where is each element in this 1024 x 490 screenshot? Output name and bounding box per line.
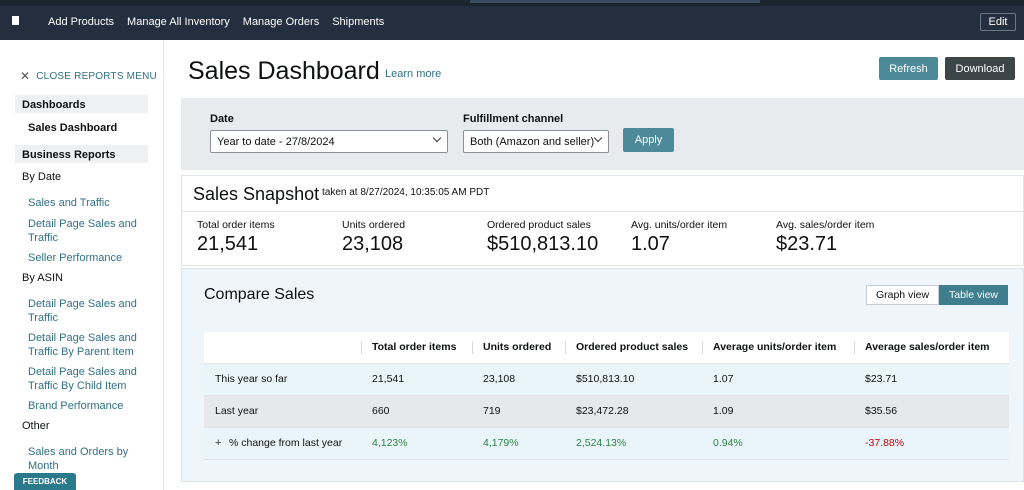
feedback-button[interactable]: FEEDBACK	[14, 473, 76, 490]
metric-units-ordered: Units ordered 23,108	[342, 219, 405, 256]
date-filter-label: Date	[210, 113, 234, 125]
page-title: Sales Dashboard	[188, 57, 380, 85]
other-group: Other	[22, 420, 50, 432]
download-button[interactable]: Download	[945, 57, 1015, 80]
table-header: Units ordered	[472, 332, 565, 364]
by-asin-group: By ASIN	[22, 272, 63, 284]
sales-snapshot-panel: Sales Snapshot taken at 8/27/2024, 10:35…	[181, 175, 1024, 266]
table-header-empty	[204, 332, 361, 364]
table-cell: 719	[472, 395, 565, 428]
date-select[interactable]: Year to date - 27/8/2024	[210, 130, 448, 153]
snapshot-timestamp: taken at 8/27/2024, 10:35:05 AM PDT	[322, 187, 490, 198]
nav-links: Add Products Manage All Inventory Manage…	[48, 16, 384, 28]
sidebar-item-asin-detail-page[interactable]: Detail Page Sales and Traffic	[28, 298, 137, 324]
compare-sales-panel: Compare Sales Graph view Table view Tota…	[181, 268, 1024, 482]
table-header: Total order items	[361, 332, 472, 364]
metric-label: Avg. sales/order item	[776, 219, 875, 231]
row-label-expandable[interactable]: + % change from last year	[204, 427, 361, 460]
fulfillment-channel-select[interactable]: Both (Amazon and seller)	[463, 130, 609, 153]
dashboards-heading: Dashboards	[15, 95, 148, 113]
close-reports-menu-label: CLOSE REPORTS MENU	[36, 70, 157, 82]
search-bar-edge[interactable]	[470, 0, 760, 3]
metric-value: $510,813.10	[487, 233, 599, 255]
metric-avg-sales-order-item: Avg. sales/order item $23.71	[776, 219, 874, 256]
graph-view-button[interactable]: Graph view	[866, 285, 939, 305]
row-label: Last year	[204, 395, 361, 428]
table-row: This year so far 21,541 23,108 $510,813.…	[204, 363, 1009, 396]
sidebar-item-asin-parent-item[interactable]: Detail Page Sales and Traffic By Parent …	[28, 332, 137, 358]
chevron-down-icon	[593, 133, 603, 143]
metric-value: 23,108	[342, 233, 404, 255]
metric-avg-units-order-item: Avg. units/order item 1.07	[631, 219, 727, 256]
table-cell: $23.71	[854, 363, 1009, 396]
sidebar-item-asin-child-item[interactable]: Detail Page Sales and Traffic By Child I…	[28, 366, 137, 392]
row-label: % change from last year	[229, 437, 343, 449]
close-icon: ✕	[20, 69, 31, 83]
sidebar-item-brand-performance[interactable]: Brand Performance	[28, 400, 124, 412]
nav-add-products[interactable]: Add Products	[48, 16, 115, 28]
table-cell: -37.88%	[854, 427, 1009, 460]
metric-label: Units ordered	[342, 219, 406, 231]
edit-button[interactable]: Edit	[980, 13, 1016, 31]
metric-label: Ordered product sales	[487, 219, 591, 231]
table-cell: $510,813.10	[565, 363, 702, 396]
sidebar-item-sales-traffic[interactable]: Sales and Traffic	[28, 197, 110, 209]
fulfillment-channel-label: Fulfillment channel	[463, 113, 564, 125]
close-reports-menu-link[interactable]: ✕ CLOSE REPORTS MENU	[20, 69, 157, 83]
table-cell: 660	[361, 395, 472, 428]
metric-ordered-product-sales: Ordered product sales $510,813.10	[487, 219, 598, 256]
row-label: This year so far	[204, 363, 361, 396]
by-date-group: By Date	[22, 171, 62, 183]
table-header: Average sales/order item	[854, 332, 1009, 364]
metric-value: $23.71	[776, 233, 838, 255]
plus-icon[interactable]: +	[215, 437, 222, 449]
table-cell: 4,179%	[472, 427, 565, 460]
snapshot-title: Sales Snapshot	[193, 184, 320, 204]
table-header-row: Total order items Units ordered Ordered …	[204, 332, 1009, 364]
nav-shipments[interactable]: Shipments	[332, 16, 385, 28]
reports-sidebar: ✕ CLOSE REPORTS MENU Dashboards Sales Da…	[0, 40, 164, 490]
metric-label: Avg. units/order item	[631, 219, 728, 231]
top-navigation-bar: Add Products Manage All Inventory Manage…	[0, 0, 1024, 40]
sidebar-item-seller-performance[interactable]: Seller Performance	[28, 252, 123, 264]
snapshot-header: Sales Snapshot taken at 8/27/2024, 10:35…	[182, 176, 1024, 212]
table-header: Average units/order item	[702, 332, 854, 364]
table-cell: 1.07	[702, 363, 854, 396]
table-view-button[interactable]: Table view	[939, 285, 1008, 305]
metric-label: Total order items	[197, 219, 275, 231]
sidebar-item-sales-orders-month[interactable]: Sales and Orders by Month	[28, 446, 129, 472]
nav-manage-inventory[interactable]: Manage All Inventory	[127, 16, 230, 28]
table-cell: 23,108	[472, 363, 565, 396]
table-cell: 0.94%	[702, 427, 854, 460]
table-cell: 4,123%	[361, 427, 472, 460]
top-strip	[0, 0, 1024, 6]
table-cell: $35.56	[854, 395, 1009, 428]
table-row: + % change from last year 4,123% 4,179% 2…	[204, 427, 1009, 460]
sidebar-item-sales-dashboard[interactable]: Sales Dashboard	[28, 122, 118, 134]
sidebar-item-detail-page-sales-traffic[interactable]: Detail Page Sales and Traffic	[28, 218, 137, 244]
chevron-down-icon	[432, 133, 442, 143]
compare-sales-title: Compare Sales	[204, 286, 315, 303]
date-select-value: Year to date - 27/8/2024	[217, 136, 335, 148]
fulfillment-channel-value: Both (Amazon and seller)	[470, 136, 595, 148]
table-cell: $23,472.28	[565, 395, 702, 428]
metric-value: 1.07	[631, 233, 670, 255]
compare-sales-table: Total order items Units ordered Ordered …	[204, 332, 1009, 460]
metric-total-order-items: Total order items 21,541	[197, 219, 275, 256]
table-cell: 21,541	[361, 363, 472, 396]
apply-button[interactable]: Apply	[623, 128, 674, 152]
business-reports-heading: Business Reports	[15, 145, 148, 163]
metric-value: 21,541	[197, 233, 259, 255]
refresh-button[interactable]: Refresh	[879, 57, 938, 80]
table-cell: 1.09	[702, 395, 854, 428]
view-toggle: Graph view Table view	[866, 285, 1008, 305]
table-row: Last year 660 719 $23,472.28 1.09 $35.56	[204, 395, 1009, 428]
nav-manage-orders[interactable]: Manage Orders	[242, 16, 320, 28]
table-header: Ordered product sales	[565, 332, 702, 364]
learn-more-link[interactable]: Learn more	[385, 68, 442, 80]
table-cell: 2,524.13%	[565, 427, 702, 460]
bookmark-icon[interactable]	[12, 16, 19, 28]
